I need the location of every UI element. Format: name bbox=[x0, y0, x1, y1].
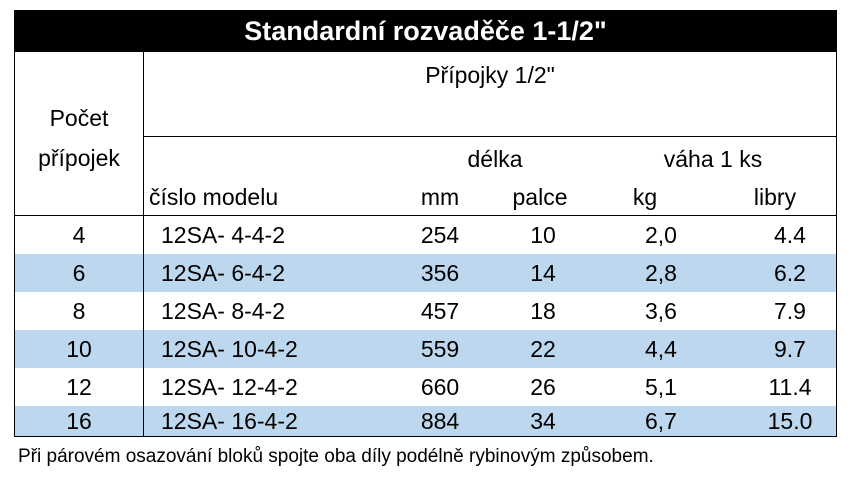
cell-libry: 11.4 bbox=[768, 373, 812, 400]
cell-kg: 4,4 bbox=[645, 335, 677, 362]
header-delka: délka bbox=[467, 145, 523, 172]
cell-palce: 22 bbox=[530, 335, 556, 362]
table-row bbox=[15, 254, 836, 292]
cell-palce: 10 bbox=[530, 221, 556, 248]
cell-model: 12SA- 4-4-2 bbox=[161, 221, 286, 248]
cell-mm: 559 bbox=[420, 335, 460, 362]
header-pocet-line1: Počet bbox=[49, 104, 109, 131]
cell-kg: 3,6 bbox=[645, 297, 677, 324]
cell-kg: 6,7 bbox=[645, 407, 677, 434]
header-cislo-modelu: číslo modelu bbox=[149, 183, 279, 210]
cell-mm: 254 bbox=[420, 221, 460, 248]
header-vaha: váha 1 ks bbox=[663, 145, 763, 172]
cell-model: 12SA- 16-4-2 bbox=[161, 407, 298, 434]
cell-libry: 4.4 bbox=[774, 221, 806, 248]
cell-model: 12SA- 6-4-2 bbox=[161, 259, 286, 286]
cell-palce: 26 bbox=[530, 373, 556, 400]
header-pocet-line2: přípojek bbox=[38, 144, 120, 171]
cell-kg: 2,0 bbox=[645, 221, 677, 248]
cell-mm: 884 bbox=[420, 407, 460, 434]
header-libry: libry bbox=[753, 183, 797, 210]
cell-palce: 18 bbox=[530, 297, 556, 324]
footnote: Při párovém osazování bloků spojte oba d… bbox=[18, 446, 654, 467]
cell-palce: 34 bbox=[530, 407, 556, 434]
cell-mm: 457 bbox=[420, 297, 460, 324]
header-mm: mm bbox=[420, 183, 460, 210]
cell-libry: 6.2 bbox=[774, 259, 806, 286]
header-palce: palce bbox=[512, 183, 568, 210]
cell-pocet: 10 bbox=[66, 335, 92, 362]
spec-table: Počet přípojek Přípojky 1/2" délka váha … bbox=[14, 52, 837, 437]
cell-model: 12SA- 12-4-2 bbox=[161, 373, 298, 400]
table-row bbox=[15, 330, 836, 368]
header-bottom-border bbox=[15, 215, 836, 216]
cell-libry: 7.9 bbox=[774, 297, 806, 324]
cell-model: 12SA- 8-4-2 bbox=[161, 297, 286, 324]
cell-kg: 2,8 bbox=[645, 259, 677, 286]
cell-libry: 9.7 bbox=[774, 335, 806, 362]
cell-pocet: 12 bbox=[66, 373, 92, 400]
header-pripojky: Přípojky 1/2" bbox=[425, 61, 555, 88]
header-divider bbox=[144, 136, 836, 137]
spec-table-frame: Standardní rozvaděče 1-1/2" Počet přípoj… bbox=[14, 10, 837, 437]
cell-mm: 660 bbox=[420, 373, 460, 400]
cell-kg: 5,1 bbox=[645, 373, 677, 400]
cell-mm: 356 bbox=[420, 259, 460, 286]
cell-pocet: 6 bbox=[72, 259, 86, 286]
table-row bbox=[15, 406, 836, 436]
table-title: Standardní rozvaděče 1-1/2" bbox=[14, 10, 837, 52]
cell-model: 12SA- 10-4-2 bbox=[161, 335, 298, 362]
column-divider bbox=[143, 52, 144, 436]
cell-pocet: 4 bbox=[72, 221, 86, 248]
cell-pocet: 8 bbox=[72, 297, 86, 324]
header-kg: kg bbox=[632, 183, 658, 210]
cell-palce: 14 bbox=[530, 259, 556, 286]
cell-libry: 15.0 bbox=[767, 407, 813, 434]
cell-pocet: 16 bbox=[66, 407, 92, 434]
